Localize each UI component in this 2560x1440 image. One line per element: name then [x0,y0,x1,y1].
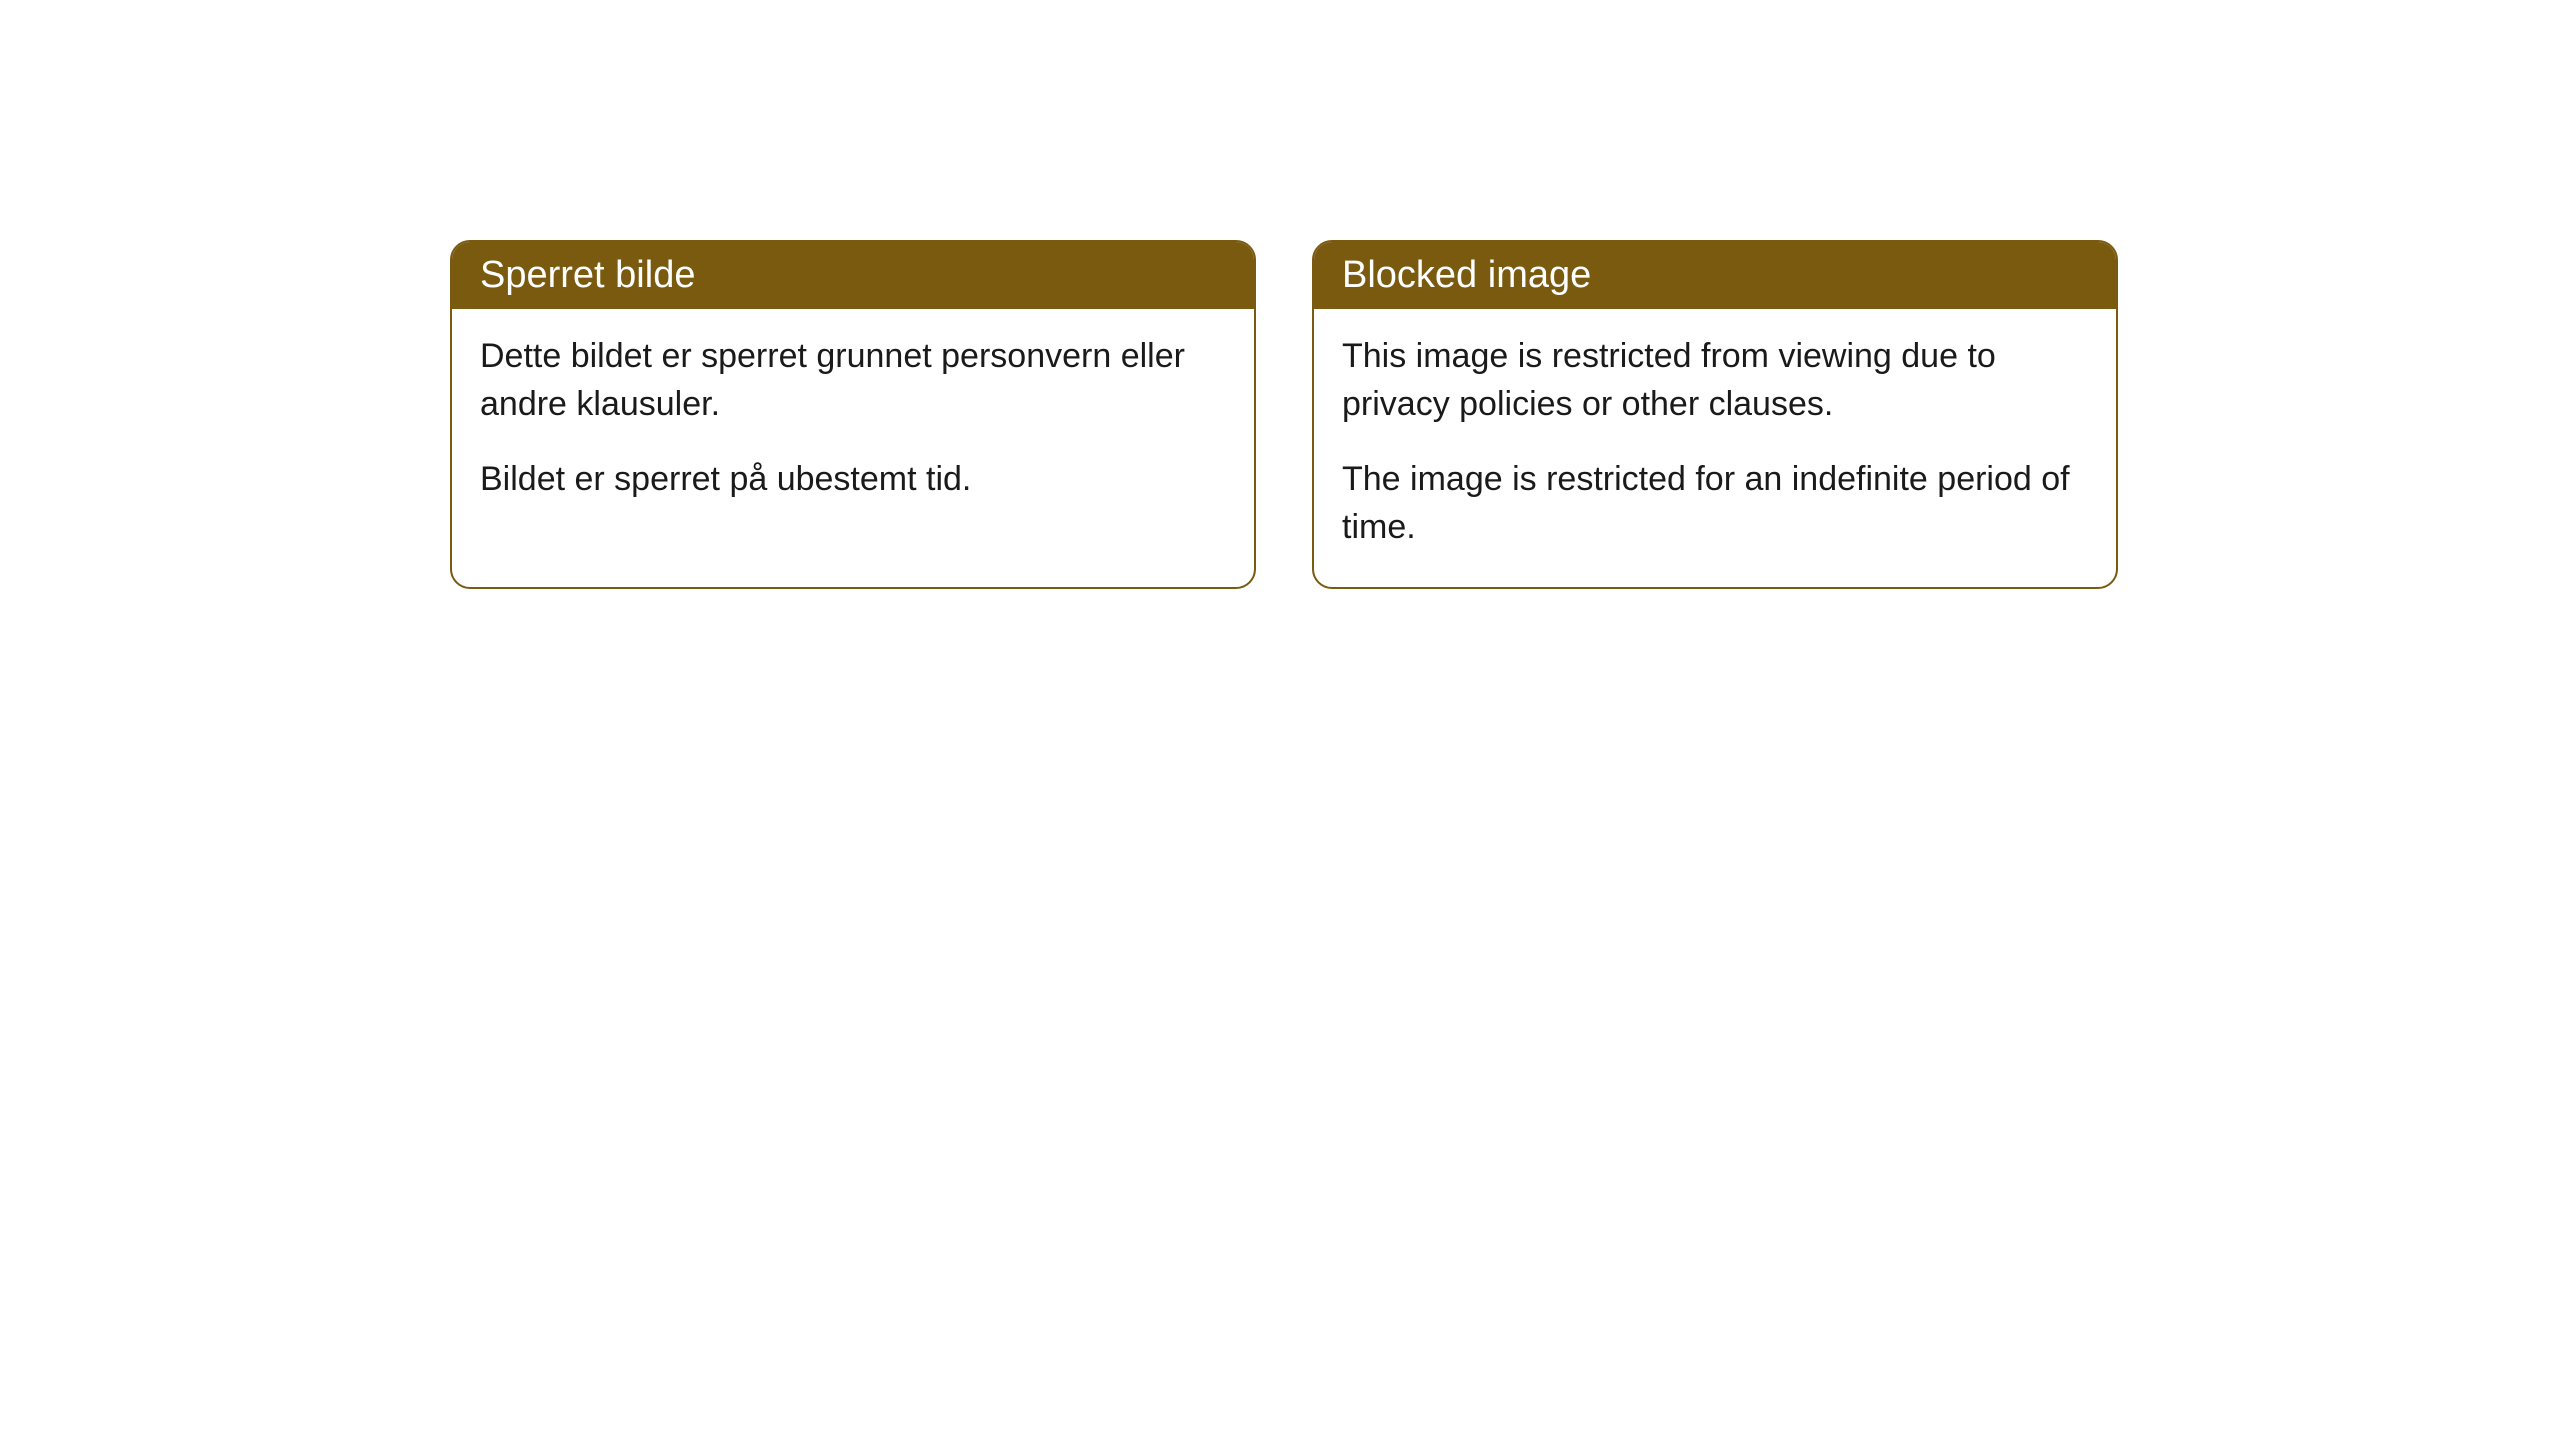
notice-title-right: Blocked image [1342,254,1591,296]
notice-container: Sperret bilde Dette bildet er sperret gr… [450,240,2118,589]
notice-para2-left: Bildet er sperret på ubestemt tid. [480,456,1226,504]
notice-title-left: Sperret bilde [480,254,695,296]
notice-card-right: Blocked image This image is restricted f… [1312,240,2118,589]
notice-header-left: Sperret bilde [452,242,1254,309]
notice-para1-left: Dette bildet er sperret grunnet personve… [480,333,1226,428]
notice-body-right: This image is restricted from viewing du… [1314,309,2116,587]
notice-body-left: Dette bildet er sperret grunnet personve… [452,309,1254,540]
notice-header-right: Blocked image [1314,242,2116,309]
notice-card-left: Sperret bilde Dette bildet er sperret gr… [450,240,1256,589]
notice-para1-right: This image is restricted from viewing du… [1342,333,2088,428]
notice-para2-right: The image is restricted for an indefinit… [1342,456,2088,551]
